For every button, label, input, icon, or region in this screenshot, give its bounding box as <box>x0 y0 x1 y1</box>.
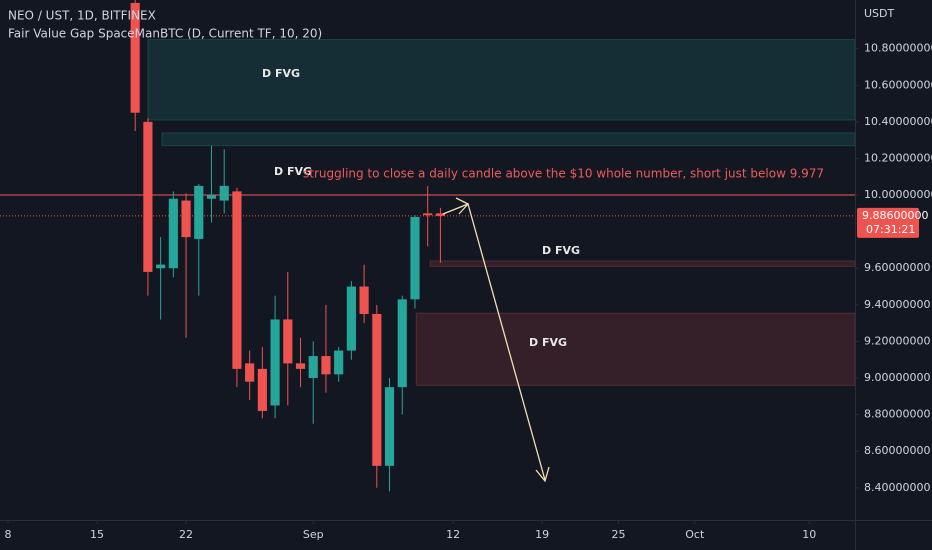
y-axis-label: USDT <box>864 7 895 20</box>
price-tag-label: 9.88600000 <box>862 209 928 222</box>
y-tick-label: 9.00000000 <box>864 371 930 384</box>
zone-label: D FVG <box>274 165 312 178</box>
chart-title: NEO / UST, 1D, BITFINEX <box>8 9 156 23</box>
zone-label: D FVG <box>542 244 580 257</box>
x-tick-label: 22 <box>179 528 193 541</box>
candle-body <box>410 217 420 300</box>
x-tick-label: 8 <box>5 528 12 541</box>
arrow-head <box>535 466 550 483</box>
candle-body <box>283 319 293 364</box>
y-tick-label: 10.40000000 <box>864 115 932 128</box>
y-tick-label: 10.80000000 <box>864 42 932 55</box>
x-tick-label: 12 <box>446 528 460 541</box>
x-tick-label: 25 <box>611 528 625 541</box>
candle-body <box>143 121 153 272</box>
arrow-drawing <box>442 197 550 483</box>
zone-label: D FVG <box>529 336 567 349</box>
candle-body <box>168 198 178 269</box>
fvg-zone <box>147 39 856 121</box>
candle-body <box>181 200 191 238</box>
candle-body <box>295 363 306 369</box>
candle-body <box>397 299 407 388</box>
arrow <box>442 203 469 215</box>
candle-body <box>232 191 242 369</box>
indicator-name: Fair Value Gap SpaceManBTC (D, Current T… <box>8 27 322 41</box>
y-tick-label: 8.80000000 <box>864 408 930 421</box>
candle-body <box>206 195 217 199</box>
y-tick-label: 9.60000000 <box>864 261 930 274</box>
candle-body <box>156 264 166 269</box>
y-tick-label: 9.40000000 <box>864 298 930 311</box>
candle-body <box>334 350 344 375</box>
y-tick-label: 9.20000000 <box>864 334 930 347</box>
candle-body <box>384 387 395 466</box>
x-tick-label: Sep <box>303 528 324 541</box>
candles <box>130 0 445 492</box>
y-tick-label: 10.60000000 <box>864 78 932 91</box>
candle-body <box>194 185 204 239</box>
candle-body <box>257 368 267 411</box>
price-tag <box>857 207 919 238</box>
y-tick-label: 10.00000000 <box>864 188 932 201</box>
fvg-zone <box>415 312 856 386</box>
x-tick-label: Oct <box>685 528 705 541</box>
y-tick-label: 10.20000000 <box>864 151 932 164</box>
annotation: struggling to close a daily candle above… <box>303 167 824 181</box>
candle-body <box>245 363 255 382</box>
zones <box>147 39 856 386</box>
candle-body <box>423 213 433 216</box>
arrow <box>467 203 546 481</box>
fvg-zone <box>161 132 856 147</box>
candle-body <box>346 286 356 351</box>
axes: 8.40000000 8.60000000 8.80000000 9.00000000… <box>5 42 932 541</box>
y-tick-label: 8.60000000 <box>864 444 930 457</box>
x-tick-label: 19 <box>535 528 549 541</box>
candle-body <box>435 213 445 216</box>
candle-body <box>270 319 280 406</box>
candle-body <box>359 286 369 314</box>
candle-body <box>308 356 318 379</box>
fvg-zone <box>429 260 856 267</box>
y-tick-label: 8.40000000 <box>864 481 930 494</box>
zone-label: D FVG <box>262 67 300 80</box>
countdown-label: 07:31:21 <box>866 223 915 236</box>
x-tick-label: 15 <box>90 528 104 541</box>
candle-body <box>219 185 229 201</box>
candle-body <box>130 2 140 113</box>
x-tick-label: 10 <box>802 528 816 541</box>
candle-body <box>321 356 331 375</box>
candle-body <box>372 313 382 466</box>
